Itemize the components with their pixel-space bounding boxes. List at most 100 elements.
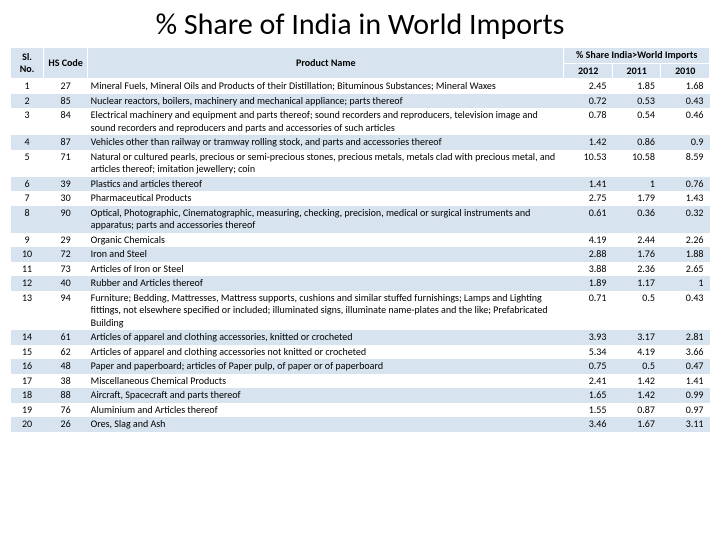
cell-2012: 1.89 bbox=[564, 276, 613, 291]
cell-2011: 1.85 bbox=[612, 79, 661, 94]
table-body: 127Mineral Fuels, Mineral Oils and Produ… bbox=[11, 79, 710, 432]
col-2011: 2011 bbox=[612, 63, 661, 79]
col-sl: Sl. No. bbox=[11, 48, 44, 79]
cell-2011: 0.87 bbox=[612, 403, 661, 418]
cell-sl: 6 bbox=[11, 177, 44, 192]
cell-hs: 87 bbox=[44, 135, 88, 150]
cell-2012: 2.88 bbox=[564, 247, 613, 262]
cell-2010: 0.43 bbox=[661, 94, 710, 109]
table-row: 639Plastics and articles thereof1.4110.7… bbox=[11, 177, 710, 192]
cell-sl: 14 bbox=[11, 330, 44, 345]
cell-name: Plastics and articles thereof bbox=[88, 177, 564, 192]
cell-2010: 0.47 bbox=[661, 359, 710, 374]
col-hs: HS Code bbox=[44, 48, 88, 79]
table-row: 1461Articles of apparel and clothing acc… bbox=[11, 330, 710, 345]
cell-name: Mineral Fuels, Mineral Oils and Products… bbox=[88, 79, 564, 94]
cell-sl: 4 bbox=[11, 135, 44, 150]
cell-sl: 9 bbox=[11, 233, 44, 248]
table-row: 1738Miscellaneous Chemical Products2.411… bbox=[11, 374, 710, 389]
cell-2012: 5.34 bbox=[564, 345, 613, 360]
cell-2010: 1 bbox=[661, 276, 710, 291]
cell-2011: 0.36 bbox=[612, 206, 661, 233]
cell-2012: 1.41 bbox=[564, 177, 613, 192]
table-row: 2026Ores, Slag and Ash3.461.673.11 bbox=[11, 417, 710, 432]
cell-2012: 0.61 bbox=[564, 206, 613, 233]
table-row: 1562Articles of apparel and clothing acc… bbox=[11, 345, 710, 360]
cell-2010: 0.76 bbox=[661, 177, 710, 192]
cell-sl: 3 bbox=[11, 108, 44, 135]
cell-2011: 2.36 bbox=[612, 262, 661, 277]
cell-2011: 3.17 bbox=[612, 330, 661, 345]
cell-2010: 2.65 bbox=[661, 262, 710, 277]
table-row: 1648Paper and paperboard; articles of Pa… bbox=[11, 359, 710, 374]
cell-name: Rubber and Articles thereof bbox=[88, 276, 564, 291]
cell-2010: 0.99 bbox=[661, 388, 710, 403]
cell-2011: 4.19 bbox=[612, 345, 661, 360]
cell-2012: 2.75 bbox=[564, 191, 613, 206]
table-row: 890Optical, Photographic, Cinematographi… bbox=[11, 206, 710, 233]
cell-sl: 10 bbox=[11, 247, 44, 262]
cell-2012: 3.93 bbox=[564, 330, 613, 345]
cell-2012: 0.71 bbox=[564, 291, 613, 331]
cell-2010: 2.26 bbox=[661, 233, 710, 248]
cell-hs: 94 bbox=[44, 291, 88, 331]
cell-hs: 73 bbox=[44, 262, 88, 277]
cell-sl: 8 bbox=[11, 206, 44, 233]
cell-2010: 1.43 bbox=[661, 191, 710, 206]
cell-name: Natural or cultured pearls, precious or … bbox=[88, 150, 564, 177]
cell-2011: 1.17 bbox=[612, 276, 661, 291]
table-row: 1888Aircraft, Spacecraft and parts there… bbox=[11, 388, 710, 403]
cell-name: Vehicles other than railway or tramway r… bbox=[88, 135, 564, 150]
cell-2012: 2.41 bbox=[564, 374, 613, 389]
col-2012: 2012 bbox=[564, 63, 613, 79]
cell-hs: 71 bbox=[44, 150, 88, 177]
cell-name: Paper and paperboard; articles of Paper … bbox=[88, 359, 564, 374]
cell-hs: 72 bbox=[44, 247, 88, 262]
col-2010: 2010 bbox=[661, 63, 710, 79]
table-header: Sl. No. HS Code Product Name % Share Ind… bbox=[11, 48, 710, 79]
cell-2010: 0.32 bbox=[661, 206, 710, 233]
cell-name: Miscellaneous Chemical Products bbox=[88, 374, 564, 389]
table-row: 1240Rubber and Articles thereof1.891.171 bbox=[11, 276, 710, 291]
cell-hs: 39 bbox=[44, 177, 88, 192]
page-title: % Share of India in World Imports bbox=[0, 0, 720, 47]
cell-2011: 0.5 bbox=[612, 291, 661, 331]
cell-2010: 1.68 bbox=[661, 79, 710, 94]
cell-hs: 26 bbox=[44, 417, 88, 432]
cell-name: Aircraft, Spacecraft and parts thereof bbox=[88, 388, 564, 403]
cell-2012: 1.65 bbox=[564, 388, 613, 403]
table-row: 929Organic Chemicals4.192.442.26 bbox=[11, 233, 710, 248]
cell-2012: 0.78 bbox=[564, 108, 613, 135]
cell-name: Ores, Slag and Ash bbox=[88, 417, 564, 432]
cell-name: Iron and Steel bbox=[88, 247, 564, 262]
cell-hs: 48 bbox=[44, 359, 88, 374]
cell-name: Furniture; Bedding, Mattresses, Mattress… bbox=[88, 291, 564, 331]
cell-name: Articles of apparel and clothing accesso… bbox=[88, 330, 564, 345]
cell-2010: 1.41 bbox=[661, 374, 710, 389]
cell-hs: 90 bbox=[44, 206, 88, 233]
cell-2010: 8.59 bbox=[661, 150, 710, 177]
cell-2011: 0.54 bbox=[612, 108, 661, 135]
cell-sl: 1 bbox=[11, 79, 44, 94]
cell-name: Organic Chemicals bbox=[88, 233, 564, 248]
cell-name: Pharmaceutical Products bbox=[88, 191, 564, 206]
cell-sl: 13 bbox=[11, 291, 44, 331]
cell-name: Nuclear reactors, boilers, machinery and… bbox=[88, 94, 564, 109]
cell-hs: 88 bbox=[44, 388, 88, 403]
cell-2010: 0.43 bbox=[661, 291, 710, 331]
cell-2011: 1.79 bbox=[612, 191, 661, 206]
cell-sl: 18 bbox=[11, 388, 44, 403]
cell-2012: 3.46 bbox=[564, 417, 613, 432]
table-row: 127Mineral Fuels, Mineral Oils and Produ… bbox=[11, 79, 710, 94]
cell-2011: 1.42 bbox=[612, 388, 661, 403]
cell-sl: 20 bbox=[11, 417, 44, 432]
cell-2010: 2.81 bbox=[661, 330, 710, 345]
cell-2010: 3.11 bbox=[661, 417, 710, 432]
cell-2010: 0.46 bbox=[661, 108, 710, 135]
cell-name: Electrical machinery and equipment and p… bbox=[88, 108, 564, 135]
cell-sl: 17 bbox=[11, 374, 44, 389]
cell-2012: 1.55 bbox=[564, 403, 613, 418]
cell-2012: 0.75 bbox=[564, 359, 613, 374]
col-group: % Share India>World Imports bbox=[564, 48, 710, 64]
cell-hs: 85 bbox=[44, 94, 88, 109]
